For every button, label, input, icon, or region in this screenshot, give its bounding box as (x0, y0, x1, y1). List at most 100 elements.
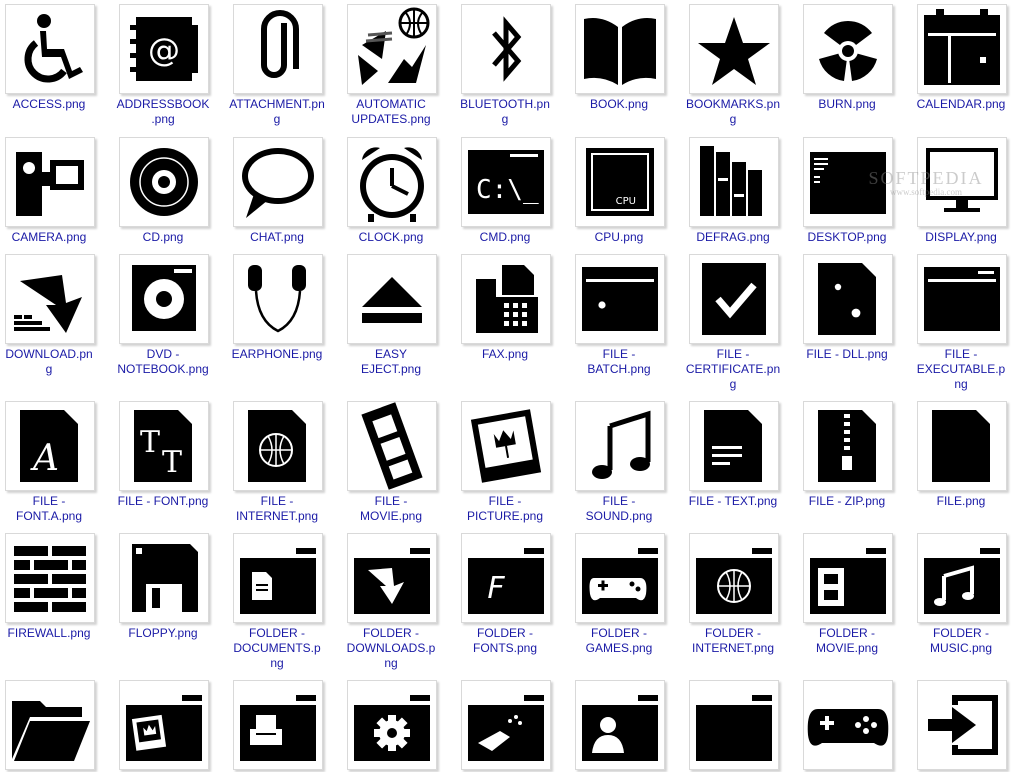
icon-thumbnail[interactable] (461, 401, 551, 491)
icon-thumbnail[interactable] (461, 254, 551, 344)
icon-thumbnail[interactable] (119, 680, 209, 770)
icon-thumbnail[interactable] (347, 137, 437, 227)
icon-thumbnail[interactable] (5, 254, 95, 344)
icon-filename-label: FAX.png (481, 347, 529, 361)
monitor-icon (926, 148, 998, 212)
icon-filename-label: CPU.png (594, 230, 644, 244)
icon-thumbnail[interactable] (5, 680, 95, 770)
icon-thumbnail[interactable]: @ (119, 4, 209, 94)
folder-movie-icon (810, 548, 886, 614)
icon-filename-label: FILE - DLL.png (806, 347, 888, 361)
icon-filename-label: CALENDAR.png (916, 97, 1006, 111)
open-folder-icon (12, 701, 90, 761)
icon-thumbnail[interactable] (347, 401, 437, 491)
folder-user-icon (582, 695, 658, 761)
icon-thumbnail[interactable] (689, 680, 779, 770)
icon-thumbnail[interactable] (917, 4, 1007, 94)
cpu-chip-icon: CPU (586, 148, 654, 216)
star-icon (698, 17, 770, 85)
icon-thumbnail[interactable] (119, 137, 209, 227)
icon-thumbnail[interactable] (233, 401, 323, 491)
icon-thumbnail[interactable] (575, 680, 665, 770)
icon-thumbnail[interactable]: A (5, 401, 95, 491)
icon-thumbnail[interactable] (233, 680, 323, 770)
icon-thumbnail[interactable] (119, 533, 209, 623)
icon-filename-label: BURN.png (818, 97, 876, 111)
icon-thumbnail[interactable] (347, 254, 437, 344)
icon-filename-label: FILE - MOVIE.png (359, 494, 423, 523)
icon-thumbnail[interactable] (575, 401, 665, 491)
certificate-icon (702, 263, 766, 335)
icon-thumbnail[interactable] (5, 137, 95, 227)
font-file-icon: A (20, 410, 78, 482)
icon-filename-label: EARPHONE.png (231, 347, 323, 361)
icon-thumbnail[interactable] (689, 254, 779, 344)
wheelchair-icon (24, 14, 83, 83)
icon-filename-label: ADDRESSBOOK .png (116, 97, 210, 126)
icon-thumbnail[interactable] (689, 4, 779, 94)
icon-thumbnail[interactable] (347, 4, 437, 94)
icon-thumbnail[interactable] (347, 533, 437, 623)
icon-thumbnail[interactable] (803, 4, 893, 94)
icon-thumbnail[interactable] (803, 401, 893, 491)
icon-thumbnail[interactable] (803, 533, 893, 623)
icon-filename-label: DEFRAG.png (696, 230, 770, 244)
icon-filename-label: FOLDER - DOWNLOADS.p ng (346, 626, 436, 670)
icon-thumbnail[interactable] (575, 4, 665, 94)
icon-filename-label: FOLDER - DOCUMENTS.p ng (233, 626, 321, 670)
icon-thumbnail[interactable] (803, 254, 893, 344)
icon-thumbnail[interactable] (917, 137, 1007, 227)
icon-thumbnail[interactable] (575, 254, 665, 344)
paperclip-icon (261, 10, 299, 78)
icon-thumbnail[interactable] (917, 533, 1007, 623)
defrag-blocks-icon (700, 146, 762, 216)
icon-filename-label: DOWNLOAD.pn g (5, 347, 93, 376)
icon-thumbnail[interactable]: CPU (575, 137, 665, 227)
icon-thumbnail[interactable] (917, 680, 1007, 770)
icon-filename-label: FOLDER - MOVIE.png (815, 626, 879, 655)
icon-thumbnail[interactable] (917, 401, 1007, 491)
zip-file-icon (818, 410, 876, 482)
icon-thumbnail[interactable] (5, 4, 95, 94)
icon-thumbnail[interactable] (347, 680, 437, 770)
internet-file-icon (248, 410, 306, 482)
icon-filename-label: EASY EJECT.png (360, 347, 422, 376)
icon-filename-label: FILE.png (936, 494, 986, 508)
folder-games-icon (582, 548, 658, 614)
icon-thumbnail[interactable] (461, 4, 551, 94)
icon-thumbnail[interactable] (5, 533, 95, 623)
alarm-clock-icon (360, 147, 424, 222)
icon-thumbnail[interactable] (575, 533, 665, 623)
command-prompt-icon: C:\_ (468, 150, 544, 214)
icon-thumbnail[interactable]: C:\_ (461, 137, 551, 227)
folder-downloads-icon (354, 548, 430, 614)
icon-thumbnail[interactable] (233, 254, 323, 344)
icon-thumbnail[interactable] (917, 254, 1007, 344)
icon-thumbnail[interactable] (233, 137, 323, 227)
icon-thumbnail[interactable] (233, 4, 323, 94)
icon-filename-label: FILE - CERTIFICATE.pn g (685, 347, 781, 391)
folder-fonts-icon: F (468, 548, 544, 614)
icon-thumbnail[interactable] (233, 533, 323, 623)
radiation-icon (819, 20, 877, 81)
dvd-drive-icon (132, 265, 196, 331)
icon-filename-label: CMD.png (479, 230, 531, 244)
icon-thumbnail[interactable] (119, 254, 209, 344)
icon-thumbnail[interactable] (803, 680, 893, 770)
folder-music-icon (924, 548, 1000, 614)
text-file-icon (704, 410, 762, 482)
calendar-icon (924, 9, 1000, 85)
executable-window-icon (924, 267, 1000, 331)
icon-thumbnail[interactable] (689, 137, 779, 227)
icon-filename-label: CLOCK.png (358, 230, 424, 244)
icon-thumbnail[interactable]: F (461, 533, 551, 623)
icon-thumbnail[interactable] (461, 680, 551, 770)
icon-thumbnail[interactable] (689, 533, 779, 623)
icon-thumbnail[interactable] (803, 137, 893, 227)
icon-filename-label: BOOKMARKS.pn g (685, 97, 781, 126)
icon-thumbnail[interactable] (689, 401, 779, 491)
picture-tulip-icon (470, 409, 542, 483)
earphones-icon (248, 265, 306, 333)
fax-machine-icon (476, 265, 538, 333)
